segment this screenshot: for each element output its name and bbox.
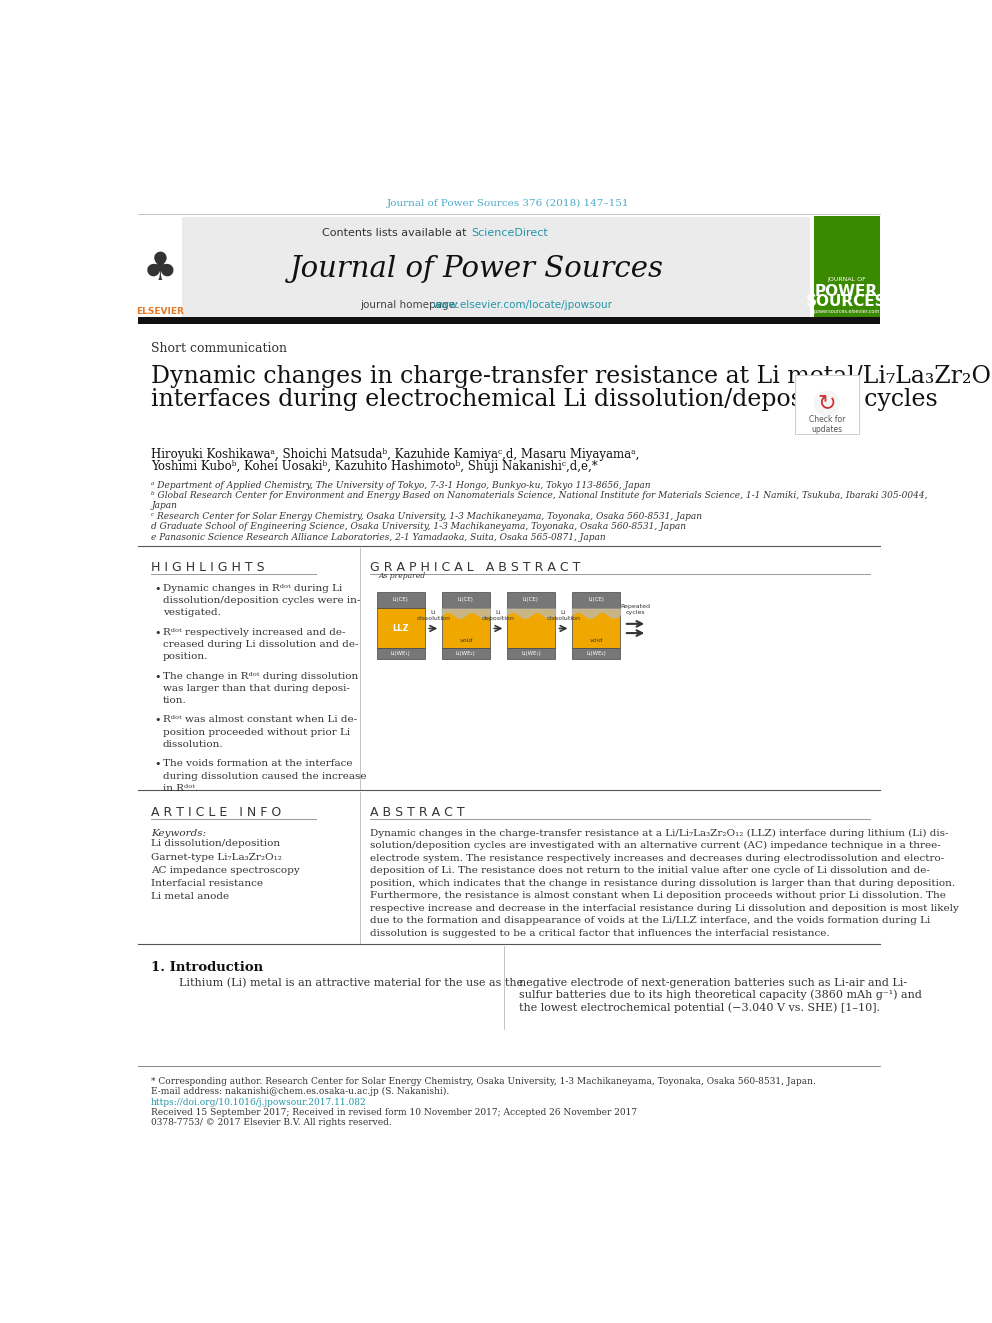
- Text: Rᵈᵒᵗ respectively increased and de-
creased during Li dissolution and de-
positi: Rᵈᵒᵗ respectively increased and de- crea…: [163, 627, 358, 662]
- Text: •: •: [154, 583, 161, 594]
- Text: ELSEVIER: ELSEVIER: [137, 307, 185, 316]
- FancyBboxPatch shape: [138, 217, 183, 316]
- FancyBboxPatch shape: [441, 648, 490, 659]
- Text: journal homepage:: journal homepage:: [360, 300, 462, 310]
- FancyBboxPatch shape: [183, 217, 809, 316]
- Text: Li(WE₁): Li(WE₁): [521, 651, 541, 656]
- Text: Lithium (Li) metal is an attractive material for the use as the: Lithium (Li) metal is an attractive mate…: [151, 978, 523, 988]
- Text: Yoshimi Kuboᵇ, Kohei Uosakiᵇ, Kazuhito Hashimotoᵇ, Shuji Nakanishiᶜ,d,e,*: Yoshimi Kuboᵇ, Kohei Uosakiᵇ, Kazuhito H…: [151, 460, 598, 472]
- Text: Li
dissolution: Li dissolution: [547, 610, 580, 620]
- Text: https://doi.org/10.1016/j.jpowsour.2017.11.082: https://doi.org/10.1016/j.jpowsour.2017.…: [151, 1098, 367, 1107]
- Text: Japan: Japan: [151, 501, 177, 511]
- Text: Dynamic changes in Rᵈᵒᵗ during Li
dissolution/deposition cycles were in-
vestiga: Dynamic changes in Rᵈᵒᵗ during Li dissol…: [163, 583, 360, 617]
- Text: powersources.elsevier.com: powersources.elsevier.com: [813, 308, 880, 314]
- Text: Li(CE): Li(CE): [588, 598, 604, 602]
- FancyBboxPatch shape: [813, 216, 880, 318]
- Text: Rᵈᵒᵗ was almost constant when Li de-
position proceeded without prior Li
dissolu: Rᵈᵒᵗ was almost constant when Li de- pos…: [163, 716, 357, 749]
- Text: G R A P H I C A L   A B S T R A C T: G R A P H I C A L A B S T R A C T: [370, 561, 581, 574]
- FancyBboxPatch shape: [507, 648, 555, 659]
- Text: void: void: [459, 638, 472, 643]
- Text: Received 15 September 2017; Received in revised form 10 November 2017; Accepted : Received 15 September 2017; Received in …: [151, 1109, 637, 1117]
- Text: www.elsevier.com/locate/jpowsour: www.elsevier.com/locate/jpowsour: [433, 300, 612, 310]
- FancyBboxPatch shape: [441, 591, 490, 609]
- Text: A B S T R A C T: A B S T R A C T: [370, 806, 465, 819]
- Text: interfaces during electrochemical Li dissolution/deposition cycles: interfaces during electrochemical Li dis…: [151, 388, 937, 411]
- FancyBboxPatch shape: [572, 609, 620, 648]
- Text: ᵇ Global Research Center for Environment and Energy Based on Nanomaterials Scien: ᵇ Global Research Center for Environment…: [151, 491, 928, 500]
- Text: Repeated
cycles: Repeated cycles: [621, 603, 651, 615]
- Text: Li(WE₂): Li(WE₂): [456, 651, 475, 656]
- Text: Li dissolution/deposition
Garnet-type Li₇La₃Zr₂O₁₂
AC impedance spectroscopy
Int: Li dissolution/deposition Garnet-type Li…: [151, 839, 300, 901]
- Text: E-mail address: nakanishi@chem.es.osaka-u.ac.jp (S. Nakanishi).: E-mail address: nakanishi@chem.es.osaka-…: [151, 1086, 449, 1095]
- Text: ᵃ Department of Applied Chemistry, The University of Tokyo, 7-3-1 Hongo, Bunkyo-: ᵃ Department of Applied Chemistry, The U…: [151, 480, 651, 490]
- Text: •: •: [154, 627, 161, 638]
- Text: The voids formation at the interface
during dissolution caused the increase
in R: The voids formation at the interface dur…: [163, 759, 366, 792]
- Text: •: •: [154, 716, 161, 725]
- Text: e Panasonic Science Research Alliance Laboratories, 2-1 Yamadaoka, Suita, Osaka : e Panasonic Science Research Alliance La…: [151, 533, 606, 541]
- Text: A R T I C L E   I N F O: A R T I C L E I N F O: [151, 806, 282, 819]
- Text: Li(CE): Li(CE): [393, 598, 409, 602]
- Text: ↻: ↻: [817, 394, 836, 414]
- Text: Hiroyuki Koshikawaᵃ, Shoichi Matsudaᵇ, Kazuhide Kamiyaᶜ,d, Masaru Miyayamaᵃ,: Hiroyuki Koshikawaᵃ, Shoichi Matsudaᵇ, K…: [151, 447, 640, 460]
- Text: 1. Introduction: 1. Introduction: [151, 960, 263, 974]
- Text: H I G H L I G H T S: H I G H L I G H T S: [151, 561, 265, 574]
- FancyBboxPatch shape: [572, 648, 620, 659]
- Text: As prepared: As prepared: [378, 572, 426, 579]
- FancyBboxPatch shape: [377, 609, 425, 648]
- Text: Short communication: Short communication: [151, 343, 287, 355]
- FancyBboxPatch shape: [572, 591, 620, 609]
- Text: Keywords:: Keywords:: [151, 828, 206, 837]
- Text: •: •: [154, 759, 161, 770]
- Text: Journal of Power Sources: Journal of Power Sources: [290, 255, 664, 283]
- Text: POWER: POWER: [814, 283, 878, 299]
- FancyBboxPatch shape: [441, 609, 490, 648]
- Text: Dynamic changes in the charge-transfer resistance at a Li/Li₇La₃Zr₂O₁₂ (LLZ) int: Dynamic changes in the charge-transfer r…: [370, 828, 959, 938]
- FancyBboxPatch shape: [507, 591, 555, 609]
- FancyBboxPatch shape: [377, 648, 425, 659]
- Text: Li(WE₂): Li(WE₂): [586, 651, 606, 656]
- Text: Li
dissolution: Li dissolution: [417, 610, 450, 620]
- Text: Check for
updates: Check for updates: [808, 414, 845, 434]
- FancyBboxPatch shape: [377, 591, 425, 609]
- FancyBboxPatch shape: [138, 318, 880, 324]
- Text: SOURCES: SOURCES: [806, 294, 887, 308]
- Text: Li
deposition: Li deposition: [482, 610, 515, 620]
- FancyBboxPatch shape: [796, 376, 859, 434]
- Text: Journal of Power Sources 376 (2018) 147–151: Journal of Power Sources 376 (2018) 147–…: [387, 198, 630, 208]
- Text: negative electrode of next-generation batteries such as Li-air and Li-
sulfur ba: negative electrode of next-generation ba…: [519, 978, 923, 1012]
- Text: The change in Rᵈᵒᵗ during dissolution
was larger than that during deposi-
tion.: The change in Rᵈᵒᵗ during dissolution wa…: [163, 672, 358, 705]
- Text: Dynamic changes in charge-transfer resistance at Li metal/Li₇La₃Zr₂O₁₂: Dynamic changes in charge-transfer resis…: [151, 365, 992, 388]
- Text: LLZ: LLZ: [393, 624, 409, 632]
- Text: Li(CE): Li(CE): [523, 598, 539, 602]
- Text: void: void: [589, 638, 603, 643]
- Text: ᶜ Research Center for Solar Energy Chemistry, Osaka University, 1-3 Machikaneyam: ᶜ Research Center for Solar Energy Chemi…: [151, 512, 702, 521]
- Text: 0378-7753/ © 2017 Elsevier B.V. All rights reserved.: 0378-7753/ © 2017 Elsevier B.V. All righ…: [151, 1118, 392, 1127]
- Text: Li(WE₁): Li(WE₁): [391, 651, 411, 656]
- FancyBboxPatch shape: [507, 609, 555, 648]
- Text: d Graduate School of Engineering Science, Osaka University, 1-3 Machikaneyama, T: d Graduate School of Engineering Science…: [151, 523, 686, 532]
- Text: ♣: ♣: [143, 250, 178, 288]
- Text: * Corresponding author. Research Center for Solar Energy Chemistry, Osaka Univer: * Corresponding author. Research Center …: [151, 1077, 816, 1086]
- Text: ScienceDirect: ScienceDirect: [471, 229, 548, 238]
- Text: JOURNAL OF: JOURNAL OF: [827, 277, 866, 282]
- Text: Li(CE): Li(CE): [458, 598, 474, 602]
- Text: Contents lists available at: Contents lists available at: [322, 229, 470, 238]
- Text: •: •: [154, 672, 161, 681]
- Circle shape: [814, 392, 839, 415]
